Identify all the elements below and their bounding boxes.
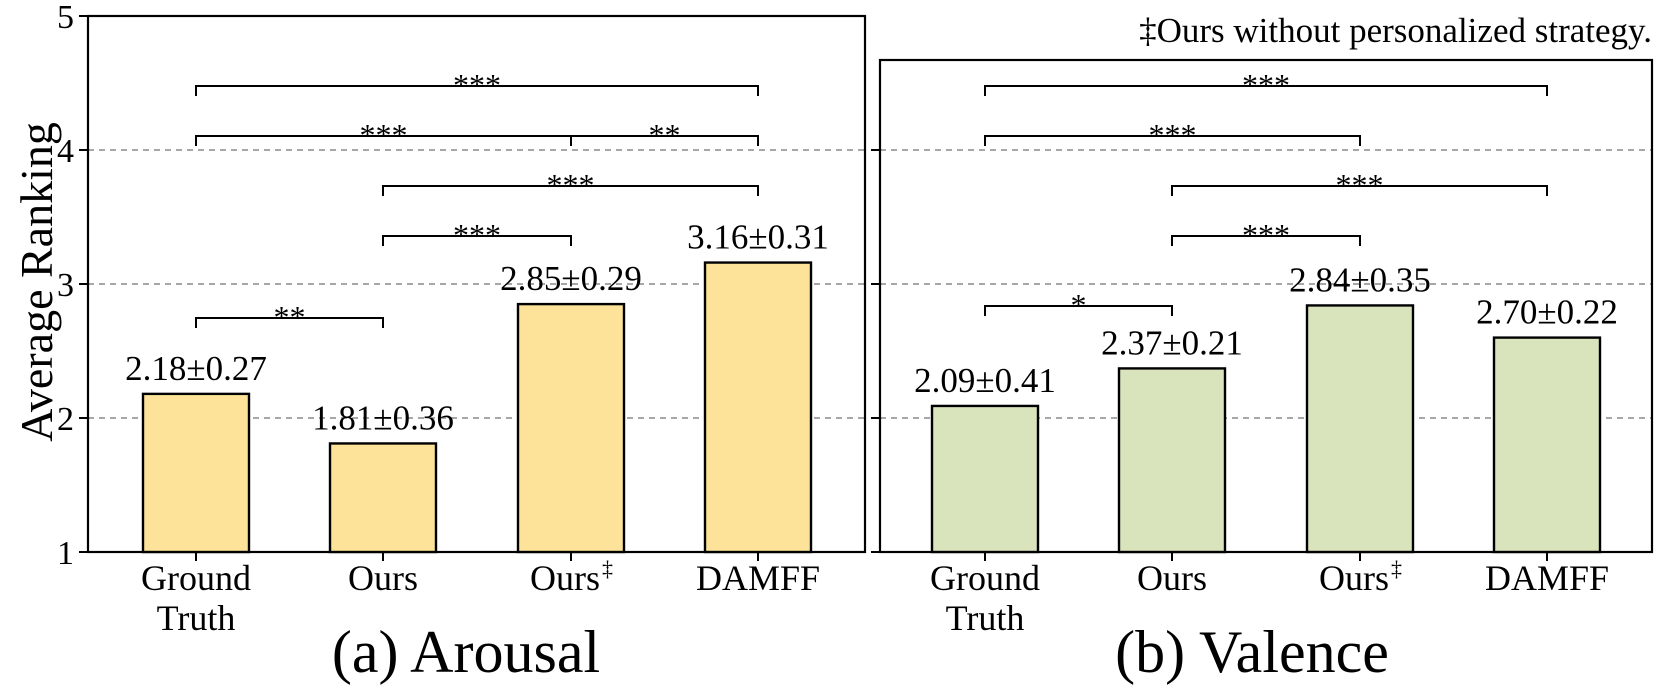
x-tick-label: Ours [1137, 558, 1207, 598]
bar-value-label: 2.09±0.41 [914, 361, 1056, 400]
significance-stars: * [1071, 287, 1087, 323]
figure-note: ‡Ours without personalized strategy. [1139, 11, 1652, 50]
bar [516, 302, 626, 554]
x-tick-label: Ours [530, 558, 600, 598]
x-tick-label: Truth [946, 598, 1025, 638]
significance-bracket [1171, 185, 1548, 196]
significance-bracket [195, 85, 759, 96]
significance-bracket [984, 135, 1361, 146]
plot-frame [878, 58, 1654, 554]
panel-title: (a) Arousal [332, 619, 600, 685]
bar [1492, 336, 1602, 554]
significance-stars: ** [649, 117, 681, 153]
bar-value-label: 2.37±0.21 [1101, 323, 1243, 362]
significance-bracket [570, 135, 759, 146]
bar-value-label: 2.18±0.27 [125, 349, 267, 388]
bar-value-label: 2.85±0.29 [500, 259, 642, 298]
significance-bracket [984, 85, 1548, 96]
y-tick-label: 5 [57, 0, 74, 36]
bar [141, 392, 251, 554]
bar [930, 404, 1040, 554]
x-tick-label: Ours [1319, 558, 1389, 598]
significance-stars: *** [453, 217, 501, 253]
x-tick-label: Truth [157, 598, 236, 638]
x-tick-label: Ground [930, 558, 1040, 598]
bar [703, 261, 813, 554]
significance-stars: *** [1242, 67, 1290, 103]
bar-value-label: 3.16±0.31 [687, 218, 829, 257]
significance-bracket [1171, 235, 1361, 246]
significance-stars: *** [453, 67, 501, 103]
significance-stars: *** [1149, 117, 1197, 153]
significance-stars: *** [1242, 217, 1290, 253]
significance-bracket [195, 317, 384, 328]
y-tick-label: 1 [57, 535, 74, 572]
significance-stars: ** [274, 299, 306, 335]
y-tick-label: 4 [57, 133, 74, 170]
x-tick-label: Ground [141, 558, 251, 598]
significance-bracket [382, 235, 572, 246]
significance-bracket [984, 305, 1173, 316]
panel-title: (b) Valence [1115, 619, 1389, 685]
bar-value-label: 1.81±0.36 [312, 398, 454, 437]
y-tick-label: 2 [57, 401, 74, 438]
bar [1305, 304, 1415, 554]
significance-stars: *** [1336, 167, 1384, 203]
x-tick-label: Ours [348, 558, 418, 598]
bar-value-label: 2.70±0.22 [1476, 293, 1618, 332]
y-tick-label: 3 [57, 267, 74, 304]
x-tick-label-dagger: ‡ [1391, 556, 1402, 581]
significance-bracket [382, 185, 759, 196]
y-axis-label: Average Ranking [11, 122, 62, 442]
x-tick-label: DAMFF [1485, 558, 1609, 598]
bar [1117, 367, 1227, 554]
bar-value-label: 2.84±0.35 [1289, 260, 1431, 299]
x-tick-label: DAMFF [696, 558, 820, 598]
significance-stars: *** [360, 117, 408, 153]
x-tick-label-dagger: ‡ [602, 556, 613, 581]
bar [328, 442, 438, 554]
significance-stars: *** [547, 167, 595, 203]
